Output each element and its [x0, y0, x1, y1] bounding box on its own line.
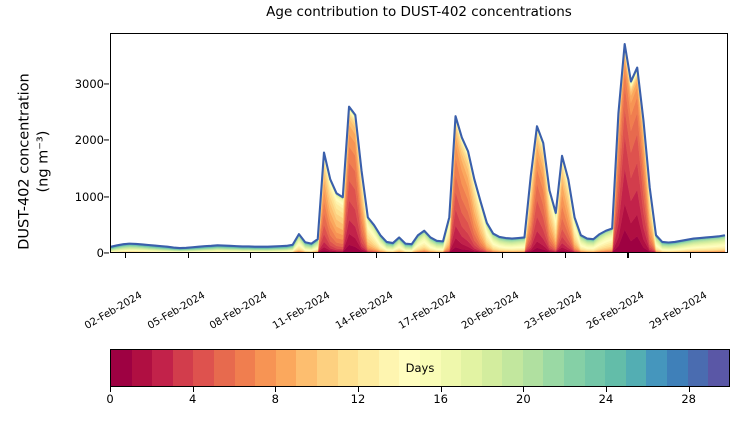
colorbar-band-3	[172, 350, 194, 386]
x-tick-label-5: 17-Feb-2024	[396, 290, 459, 332]
y-tick-label-3: 3000	[74, 76, 104, 91]
x-tick-label-8: 26-Feb-2024	[585, 290, 647, 332]
colorbar-tick-mark-0	[110, 387, 112, 392]
colorbar-band-14	[399, 350, 420, 386]
x-tick-label-1: 05-Feb-2024	[145, 290, 207, 332]
page-title: Age contribution to DUST-402 concentrati…	[266, 4, 572, 20]
x-tick-mark-9	[690, 253, 692, 258]
colorbar-band-21	[543, 350, 565, 386]
colorbar-tick-label-5: 20	[516, 392, 531, 406]
colorbar-band-13	[378, 350, 400, 386]
colorbar-band-19	[502, 350, 523, 386]
x-tick-label-0: 02-Feb-2024	[82, 290, 144, 332]
stacked-area-chart	[111, 34, 727, 252]
total-concentration-line	[111, 44, 725, 248]
y-tick-label-1: 1000	[74, 189, 104, 204]
colorbar-band-2	[152, 350, 173, 386]
colorbar-band-29	[708, 350, 729, 386]
colorbar-band-5	[213, 350, 235, 386]
colorbar-band-12	[358, 350, 379, 386]
colorbar-tick-label-2: 8	[271, 392, 279, 406]
x-tick-label-4: 14-Feb-2024	[333, 290, 396, 332]
colorbar-band-11	[337, 350, 359, 386]
colorbar-tick-label-4: 16	[433, 392, 448, 406]
x-tick-label-9: 29-Feb-2024	[648, 290, 710, 332]
colorbar-band-22	[564, 350, 585, 386]
colorbar-band-0	[111, 350, 132, 386]
x-tick-mark-2	[250, 253, 252, 258]
colorbar-band-20	[522, 350, 544, 386]
x-tick-mark-3	[313, 253, 315, 258]
colorbar-band-18	[481, 350, 503, 386]
colorbar-band-17	[461, 350, 482, 386]
colorbar-tick-label-6: 24	[598, 392, 614, 406]
colorbar-band-15	[419, 350, 441, 386]
x-tick-mark-7	[564, 253, 566, 258]
colorbar-band-9	[296, 350, 317, 386]
colorbar-band-7	[255, 350, 276, 386]
colorbar-band-8	[275, 350, 297, 386]
x-tick-label-3: 11-Feb-2024	[271, 290, 333, 332]
x-tick-mark-4	[376, 253, 378, 258]
colorbar-tick-mark-1	[192, 387, 194, 392]
colorbar-tick-mark-6	[606, 387, 608, 392]
colorbar-band-1	[131, 350, 153, 386]
y-tick-mark-2	[104, 139, 109, 141]
y-tick-mark-0	[104, 252, 109, 254]
x-tick-mark-6	[501, 253, 503, 258]
colorbar-band-24	[605, 350, 626, 386]
x-tick-mark-8	[627, 253, 629, 258]
colorbar-tick-label-1: 4	[188, 392, 197, 406]
y-tick-mark-3	[104, 83, 109, 85]
y-tick-label-0: 0	[96, 246, 104, 260]
colorbar[interactable]	[110, 349, 730, 387]
x-tick-mark-1	[187, 253, 189, 258]
colorbar-band-16	[440, 350, 462, 386]
x-tick-mark-0	[124, 253, 126, 258]
colorbar-tick-mark-2	[275, 387, 277, 392]
x-tick-label-7: 23-Feb-2024	[522, 290, 584, 332]
colorbar-tick-mark-7	[688, 387, 690, 392]
colorbar-band-4	[193, 350, 214, 386]
colorbar-band-23	[584, 350, 606, 386]
colorbar-tick-label-3: 12	[350, 392, 366, 406]
colorbar-band-25	[625, 350, 647, 386]
plot-area	[110, 33, 728, 253]
colorbar-band-28	[687, 350, 709, 386]
colorbar-band-10	[316, 350, 338, 386]
colorbar-tick-label-7: 28	[681, 392, 696, 406]
x-tick-label-6: 20-Feb-2024	[459, 290, 521, 332]
x-tick-mark-5	[438, 253, 440, 258]
colorbar-band-6	[234, 350, 256, 386]
colorbar-tick-mark-5	[523, 387, 525, 392]
colorbar-band-27	[667, 350, 688, 386]
y-tick-label-2: 2000	[74, 133, 104, 148]
x-tick-label-2: 08-Feb-2024	[208, 290, 270, 332]
colorbar-band-26	[646, 350, 668, 386]
colorbar-tick-mark-4	[440, 387, 442, 392]
colorbar-tick-label-0: 0	[106, 392, 114, 406]
y-tick-mark-1	[104, 196, 109, 198]
colorbar-tick-mark-3	[358, 387, 360, 392]
